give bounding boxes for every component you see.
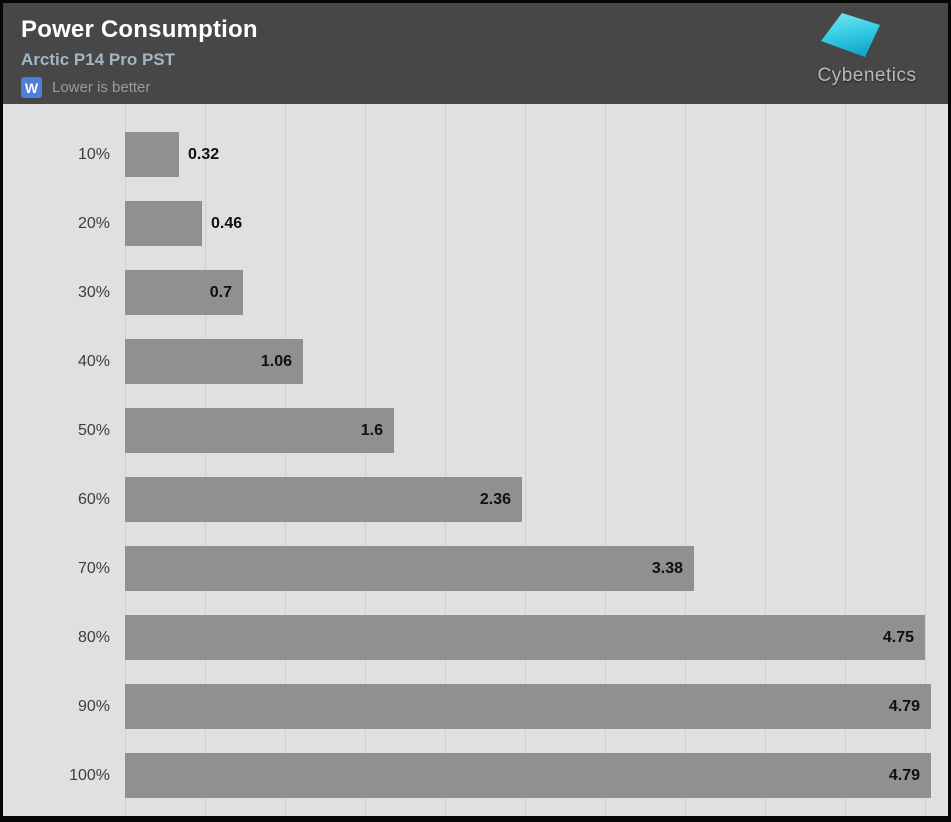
gridline: [685, 104, 686, 816]
category-label: 40%: [77, 352, 110, 370]
bar-track: 4.79: [125, 684, 948, 729]
value-label: 4.79: [888, 697, 920, 715]
chart-row: 50% 1.6: [3, 396, 948, 465]
bar-track: 4.79: [125, 753, 948, 798]
chart-title: Power Consumption: [21, 16, 258, 43]
bar-track: 1.6: [125, 408, 948, 453]
chart-row: 100% 4.79: [3, 741, 948, 810]
gridline: [605, 104, 606, 816]
bar: [125, 477, 522, 522]
bar-track: 0.32: [125, 132, 948, 177]
gridline: [285, 104, 286, 816]
bar: [125, 684, 931, 729]
bar-track: 1.06: [125, 339, 948, 384]
lower-is-better-note: Lower is better: [52, 79, 151, 96]
bar: [125, 339, 303, 384]
chart-row: 40% 1.06: [3, 327, 948, 396]
category-label: 50%: [77, 421, 110, 439]
value-label: 2.36: [479, 490, 511, 508]
chart-row: 60% 2.36: [3, 465, 948, 534]
category-label: 60%: [77, 490, 110, 508]
plot-area: 10% 0.32 20% 0.46 30% 0.7 40% 1.06 50% 1.6 60% 2.36…: [3, 104, 948, 816]
bar: [125, 546, 694, 591]
gridline: [925, 104, 926, 816]
bar: [125, 615, 925, 660]
value-label: 1.6: [360, 421, 383, 439]
chart-row: 80% 4.75: [3, 603, 948, 672]
chart-row: 90% 4.79: [3, 672, 948, 741]
gridline: [445, 104, 446, 816]
chart-row: 30% 0.7: [3, 258, 948, 327]
gridline: [205, 104, 206, 816]
gridline: [845, 104, 846, 816]
bar: [125, 201, 202, 246]
cybenetics-logo-text: Cybenetics: [817, 65, 917, 86]
note-row: W Lower is better: [21, 77, 948, 98]
category-label: 80%: [77, 628, 110, 646]
bar: [125, 753, 931, 798]
category-label: 90%: [77, 697, 110, 715]
chart-subtitle: Arctic P14 Pro PST: [21, 50, 176, 69]
bar-track: 3.38: [125, 546, 948, 591]
bar-track: 2.36: [125, 477, 948, 522]
value-label: 1.06: [260, 352, 292, 370]
value-label: 0.7: [209, 283, 232, 301]
category-label: 70%: [77, 559, 110, 577]
chart-header: Power Consumption Arctic P14 Pro PST W L…: [3, 3, 948, 104]
watt-unit-badge: W: [21, 77, 42, 98]
cybenetics-logo-icon: [821, 13, 880, 57]
chart-row: 70% 3.38: [3, 534, 948, 603]
gridline: [525, 104, 526, 816]
category-label: 10%: [77, 145, 110, 163]
category-label: 30%: [77, 283, 110, 301]
value-label: 0.46: [211, 214, 243, 232]
value-label: 3.38: [651, 559, 683, 577]
bar: [125, 270, 243, 315]
bar-rows: 10% 0.32 20% 0.46 30% 0.7 40% 1.06 50% 1.6 60% 2.36…: [3, 104, 948, 810]
bar: [125, 132, 179, 177]
gridline: [125, 104, 126, 816]
bar-track: 0.46: [125, 201, 948, 246]
value-label: 4.75: [882, 628, 914, 646]
cybenetics-logo: Cybenetics: [816, 11, 918, 85]
chart-row: 10% 0.32: [3, 120, 948, 189]
bar: [125, 408, 394, 453]
gridline: [365, 104, 366, 816]
value-label: 4.79: [888, 766, 920, 784]
category-label: 100%: [69, 766, 110, 784]
category-label: 20%: [77, 214, 110, 232]
value-label: 0.32: [188, 145, 220, 163]
bar-track: 0.7: [125, 270, 948, 315]
chart-row: 20% 0.46: [3, 189, 948, 258]
gridline: [765, 104, 766, 816]
bar-track: 4.75: [125, 615, 948, 660]
